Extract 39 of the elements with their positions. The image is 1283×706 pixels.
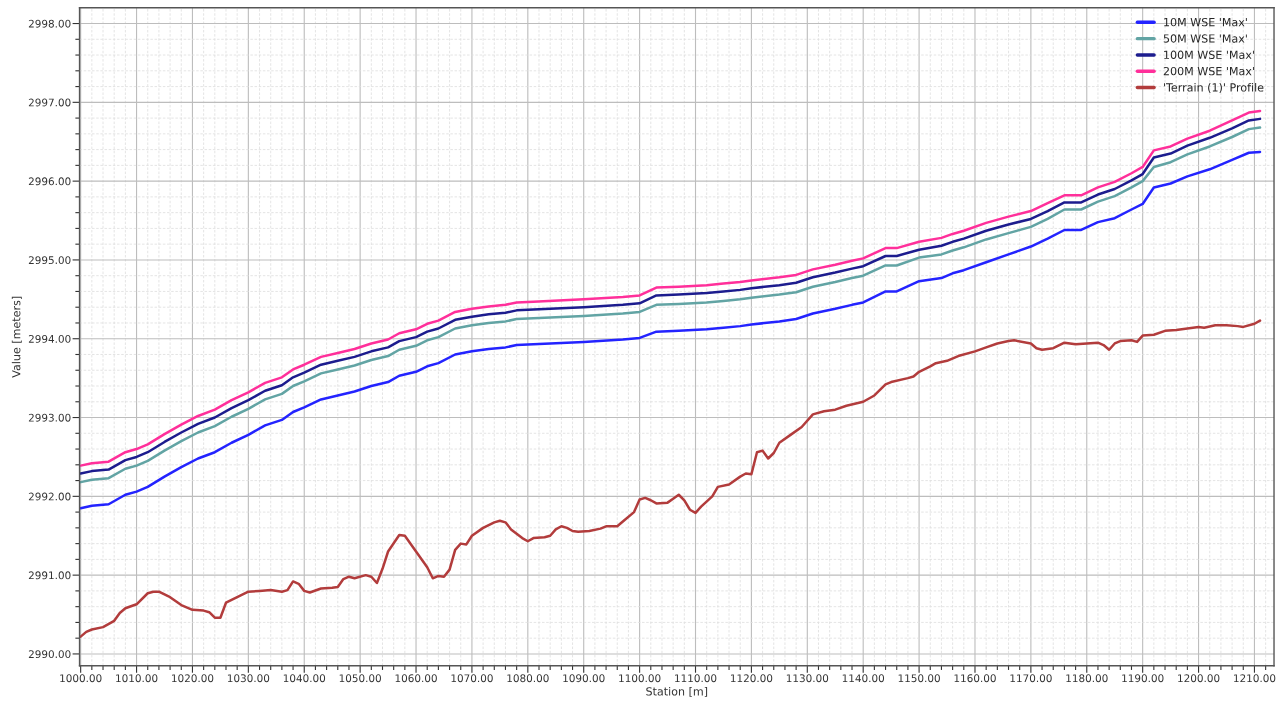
- x-tick-label: 1110.00: [675, 674, 717, 683]
- x-tick-label: 1040.00: [283, 674, 326, 683]
- x-tick-label: 1170.00: [1010, 674, 1052, 683]
- line-series: [79, 319, 1262, 638]
- x-tick-label: 1160.00: [954, 674, 996, 683]
- x-tick-label: 1000.00: [60, 674, 102, 683]
- x-tick-label: 1140.00: [842, 674, 885, 683]
- x-tick-label: 1080.00: [507, 674, 549, 683]
- legend-label: 10M WSE 'Max': [1164, 17, 1247, 27]
- y-tick-label: 2990.00: [28, 650, 71, 659]
- x-tick-label: 1020.00: [172, 674, 214, 683]
- y-tick-label: 2998.00: [28, 19, 71, 28]
- x-tick-label: 1190.00: [1122, 674, 1164, 683]
- x-tick-label: 1050.00: [339, 674, 381, 683]
- x-tick-label: 1010.00: [116, 674, 158, 683]
- x-tick-label: 1100.00: [619, 674, 661, 683]
- y-tick-label: 2996.00: [28, 177, 71, 186]
- y-tick-label: 2991.00: [28, 571, 71, 580]
- x-tick-label: 1060.00: [395, 674, 437, 683]
- legend-label: 200M WSE 'Max': [1163, 66, 1254, 76]
- y-tick-label: 2992.00: [28, 492, 71, 501]
- y-tick-label: 2993.00: [28, 413, 71, 422]
- x-tick-label: 1120.00: [731, 674, 773, 683]
- y-axis-title: Value [meters]: [11, 296, 22, 378]
- y-tick-label: 2995.00: [28, 256, 71, 265]
- y-tick-label: 2994.00: [28, 334, 71, 343]
- x-tick-label: 1130.00: [786, 674, 829, 683]
- legend-label: 50M WSE 'Max': [1163, 34, 1247, 43]
- x-tick-label: 1070.00: [451, 674, 493, 683]
- x-tick-label: 1150.00: [898, 674, 940, 683]
- legend-label: 100M WSE 'Max': [1164, 50, 1254, 59]
- x-tick-label: 1210.00: [1234, 674, 1276, 683]
- x-tick-label: 1090.00: [563, 674, 605, 683]
- x-tick-label: 1180.00: [1066, 674, 1108, 683]
- x-axis-title: Station [m]: [646, 686, 708, 697]
- x-tick-label: 1200.00: [1178, 674, 1220, 683]
- x-tick-label: 1030.00: [227, 674, 270, 683]
- y-tick-label: 2997.00: [28, 98, 71, 107]
- legend-label: 'Terrain (1)' Profile: [1164, 83, 1264, 93]
